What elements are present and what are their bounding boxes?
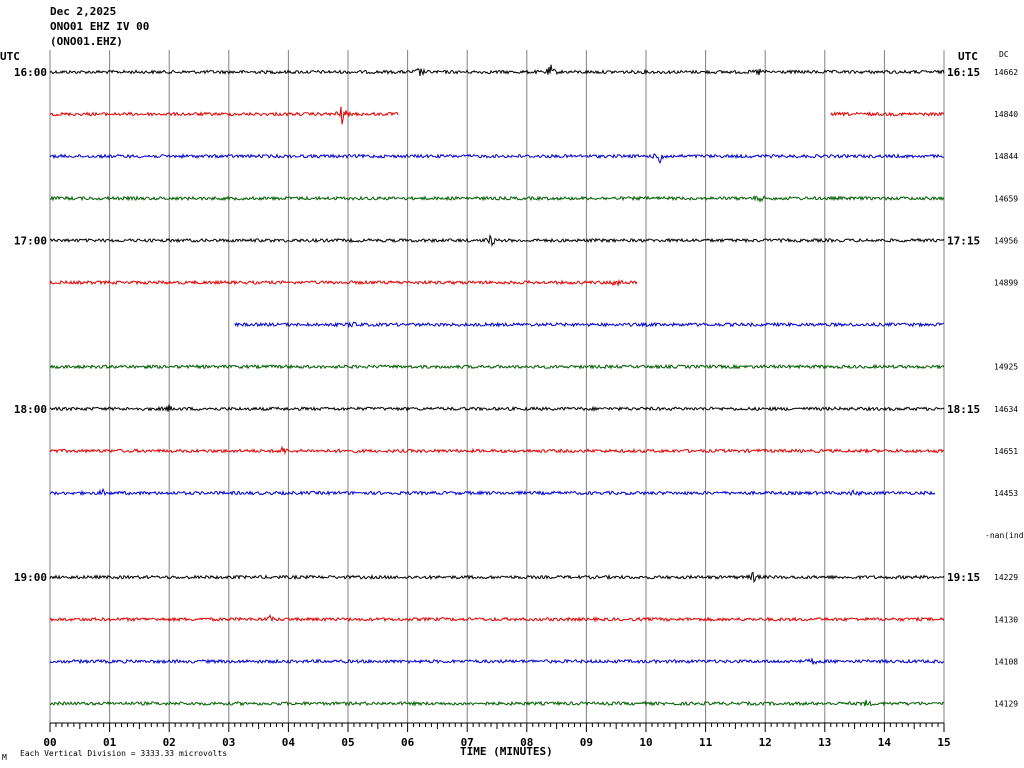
row-labels: 16:00 16:15 14662 14840 14844 14659 17:00 17:15… [14, 66, 1024, 709]
dc-offset-value: 14229 [994, 573, 1018, 582]
row-start-time: 17:00 [14, 234, 47, 247]
traces [49, 64, 945, 707]
x-tick-label-08: 08 [520, 736, 533, 749]
grid [49, 50, 945, 723]
trace-row-4 [49, 233, 945, 248]
x-tick-label-04: 04 [282, 736, 296, 749]
dc-offset-value: 14956 [994, 236, 1018, 245]
dc-offset-value: -nan(ind [985, 531, 1024, 540]
dc-offset-value: 14651 [994, 447, 1018, 456]
trace-row-0 [49, 64, 945, 77]
x-tick-label-02: 02 [163, 736, 176, 749]
station-name: ONO01 EHZ IV 00 [50, 20, 150, 33]
row-start-time: 19:00 [14, 571, 47, 584]
trace-row-15 [49, 699, 945, 707]
row-end-time: 18:15 [947, 403, 980, 416]
plot-date: Dec 2,2025 [50, 5, 117, 18]
dc-offset-value: 14662 [994, 68, 1018, 77]
x-tick-label-11: 11 [699, 736, 713, 749]
dc-offset-value: 14844 [994, 152, 1018, 161]
row-end-time: 17:15 [947, 234, 980, 247]
row-start-time: 16:00 [14, 66, 47, 79]
x-tick-label-12: 12 [759, 736, 772, 749]
x-tick-label-05: 05 [341, 736, 354, 749]
dc-offset-value: 14130 [994, 615, 1018, 624]
row-start-time: 18:00 [14, 403, 47, 416]
right-utc-label: UTC [958, 50, 978, 63]
scale-note: Each Vertical Division = 3333.33 microvo… [20, 749, 228, 758]
x-tick-label-14: 14 [878, 736, 892, 749]
dc-header-label: DC [999, 50, 1009, 59]
x-axis-title: TIME (MINUTES) [460, 745, 553, 758]
dc-offset-value: 14108 [994, 657, 1018, 666]
x-tick-label-00: 00 [43, 736, 56, 749]
dc-offset-value: 14899 [994, 279, 1018, 288]
channel-name: (ONO01.EHZ) [50, 35, 123, 48]
corner-mark: M [2, 753, 7, 762]
dc-offset-value: 14840 [994, 110, 1018, 119]
x-tick-label-13: 13 [818, 736, 831, 749]
trace-row-14 [49, 657, 945, 665]
x-tick-label-09: 09 [580, 736, 593, 749]
trace-row-2 [49, 153, 944, 165]
row-end-time: 19:15 [947, 571, 980, 584]
trace-row-8 [49, 404, 945, 412]
trace-row-6 [234, 321, 944, 328]
trace-row-9 [49, 445, 944, 456]
trace-row-1 [830, 111, 945, 118]
x-tick-label-01: 01 [103, 736, 117, 749]
left-utc-label: UTC [0, 50, 20, 63]
x-axis: 00 01 02 03 04 05 06 07 08 09 10 11 12 13 14 15 [43, 722, 951, 749]
dc-offset-value: 14634 [994, 405, 1018, 414]
x-tick-label-03: 03 [222, 736, 235, 749]
trace-row-13 [49, 614, 945, 623]
trace-row-5 [49, 278, 638, 287]
x-tick-label-15: 15 [937, 736, 950, 749]
x-tick-label-10: 10 [639, 736, 652, 749]
trace-row-7 [49, 363, 945, 370]
dc-offset-value: 14659 [994, 194, 1018, 203]
trace-row-10 [49, 487, 936, 497]
trace-row-3 [49, 194, 945, 203]
row-end-time: 16:15 [947, 66, 980, 79]
x-tick-label-07: 07 [461, 736, 474, 749]
dc-offset-value: 14925 [994, 363, 1018, 372]
dc-offset-value: 14453 [994, 489, 1018, 498]
x-tick-label-06: 06 [401, 736, 415, 749]
dc-offset-value: 14129 [994, 700, 1018, 709]
trace-row-1 [49, 106, 399, 125]
trace-row-12 [49, 571, 945, 583]
